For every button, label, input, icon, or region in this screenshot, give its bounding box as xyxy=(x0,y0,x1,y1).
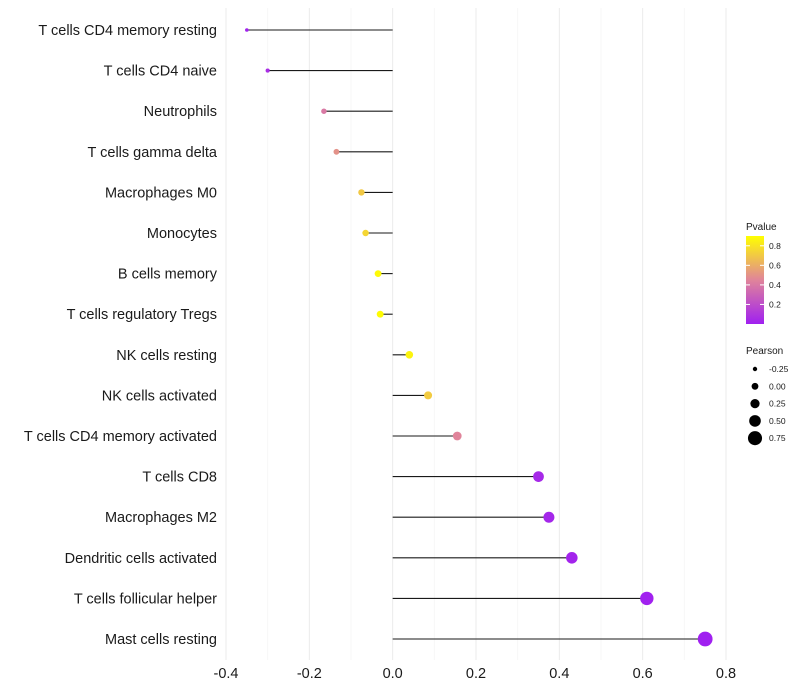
category-label: Mast cells resting xyxy=(105,632,217,648)
lollipop-point xyxy=(362,229,369,237)
colorbar-tick-label: 0.4 xyxy=(769,280,781,290)
size-legend-dot xyxy=(749,415,761,427)
colorbar-tick-label: 0.8 xyxy=(769,241,781,251)
size-legend-dot xyxy=(747,431,763,446)
category-label: Monocytes xyxy=(147,226,217,242)
lollipop-point xyxy=(376,310,384,318)
colorbar-tick-label: 0.2 xyxy=(769,299,781,309)
lollipop-point xyxy=(566,552,578,564)
category-label: NK cells resting xyxy=(116,348,217,364)
category-label: Dendritic cells activated xyxy=(65,551,217,567)
lollipop-points xyxy=(245,28,713,647)
size-legend-label: 0.25 xyxy=(769,399,786,409)
size-legend-label: 0.75 xyxy=(769,433,786,443)
category-label: NK cells activated xyxy=(102,388,217,404)
x-tick-label: 0.6 xyxy=(633,666,653,682)
size-legend-label: 0.00 xyxy=(769,381,786,391)
category-label: T cells CD8 xyxy=(142,470,217,486)
lollipop-point xyxy=(321,108,327,114)
colorbar-tick-label: 0.6 xyxy=(769,260,781,270)
lollipop-point xyxy=(697,631,713,647)
x-tick-label: 0.8 xyxy=(716,666,736,682)
x-axis: -0.4 -0.2 0.0 0.2 0.4 0.6 0.8 xyxy=(214,666,737,682)
x-tick-label: 0.2 xyxy=(466,666,486,682)
lollipop-point xyxy=(543,511,555,523)
x-tick-label: -0.2 xyxy=(297,666,322,682)
lollipop-point xyxy=(265,68,270,73)
x-tick-label: 0.0 xyxy=(383,666,403,682)
category-label: T cells follicular helper xyxy=(74,591,217,607)
lollipop-point xyxy=(405,351,414,359)
lollipop-point xyxy=(640,591,654,606)
category-label: T cells gamma delta xyxy=(88,145,218,161)
category-labels: T cells CD4 memory resting T cells CD4 na… xyxy=(24,23,218,648)
size-legend-label: 0.50 xyxy=(769,416,786,426)
category-label: Macrophages M0 xyxy=(105,185,217,201)
category-label: T cells CD4 naive xyxy=(104,64,217,80)
category-label: B cells memory xyxy=(118,267,218,283)
x-tick-label: 0.4 xyxy=(549,666,569,682)
pearson-legend: Pearson -0.25 0.00 0.25 0.50 0.75 xyxy=(746,346,789,446)
size-legend-dot xyxy=(752,366,758,372)
pearson-legend-title: Pearson xyxy=(746,346,783,357)
lollipop-point xyxy=(333,148,340,155)
pvalue-legend-title: Pvalue xyxy=(746,222,777,233)
lollipop-stems xyxy=(246,29,706,640)
grid-lines xyxy=(225,8,727,660)
lollipop-point xyxy=(358,189,365,196)
size-legend-dot xyxy=(751,382,759,390)
pvalue-legend: Pvalue 0.2 0.4 0.6 0.8 xyxy=(746,222,781,324)
category-label: Macrophages M2 xyxy=(105,510,217,526)
category-label: T cells regulatory Tregs xyxy=(67,307,217,323)
size-legend-label: -0.25 xyxy=(769,364,789,374)
lollipop-point xyxy=(424,391,433,400)
lollipop-point xyxy=(452,431,462,441)
lollipop-point xyxy=(245,28,249,32)
category-label: T cells CD4 memory resting xyxy=(38,23,217,39)
category-label: Neutrophils xyxy=(144,104,217,120)
lollipop-point xyxy=(533,471,544,482)
category-label: T cells CD4 memory activated xyxy=(24,429,217,445)
x-tick-label: -0.4 xyxy=(214,666,239,682)
size-legend-dot xyxy=(750,398,760,409)
lollipop-point xyxy=(374,270,382,278)
pvalue-colorbar xyxy=(746,236,764,324)
